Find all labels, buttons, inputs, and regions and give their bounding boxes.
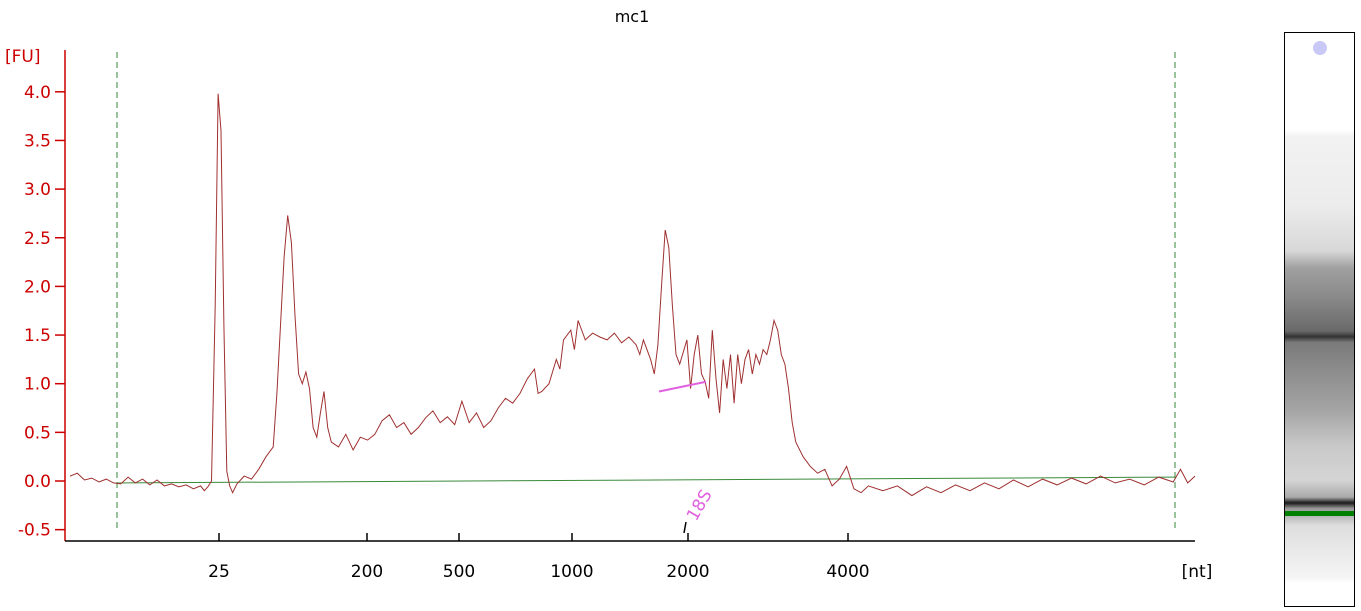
y-tick-label: 3.0 (24, 180, 51, 200)
y-tick-label: 4.0 (24, 83, 51, 103)
x-tick-label: 2000 (666, 562, 709, 582)
marker-18s-tick (683, 521, 687, 534)
peak-integration-line (658, 380, 707, 393)
x-tick-label: 200 (351, 562, 383, 582)
y-axis-label: [FU] (5, 47, 41, 67)
y-tick-label: 0.0 (24, 472, 51, 492)
x-tick-label: 4000 (826, 562, 869, 582)
y-tick-label: 0.5 (24, 423, 51, 443)
x-tick-label: 25 (208, 562, 230, 582)
chart-svg: mc1 [FU] -0.5 0.0 0.5 1.0 1.5 2.0 2.5 3.0 3.5 4.0 25… (5, 7, 1213, 582)
y-tick-label: -0.5 (18, 521, 51, 541)
x-tick-label: 500 (443, 562, 475, 582)
lane-band-field (1285, 33, 1354, 606)
x-axis-label: [nt] (1182, 562, 1213, 582)
gel-lane-svg (1285, 33, 1354, 606)
y-tick-label: 3.5 (24, 131, 51, 151)
y-tick-label: 1.5 (24, 326, 51, 346)
marker-18s-label: 18S (683, 486, 717, 524)
y-tick-label: 2.0 (24, 277, 51, 297)
signal-trace (69, 93, 1196, 497)
chart-title: mc1 (615, 7, 650, 26)
well-spot-icon (1313, 41, 1327, 55)
y-tick-label: 2.5 (24, 229, 51, 249)
baseline (116, 476, 1176, 484)
x-tick-label: 1000 (550, 562, 593, 582)
lower-marker-band (1285, 511, 1354, 516)
electropherogram-chart: mc1 [FU] -0.5 0.0 0.5 1.0 1.5 2.0 2.5 3.0 3.5 4.0 25… (5, 7, 1213, 582)
y-tick-label: 1.0 (24, 375, 51, 395)
gel-lane (1284, 32, 1355, 607)
